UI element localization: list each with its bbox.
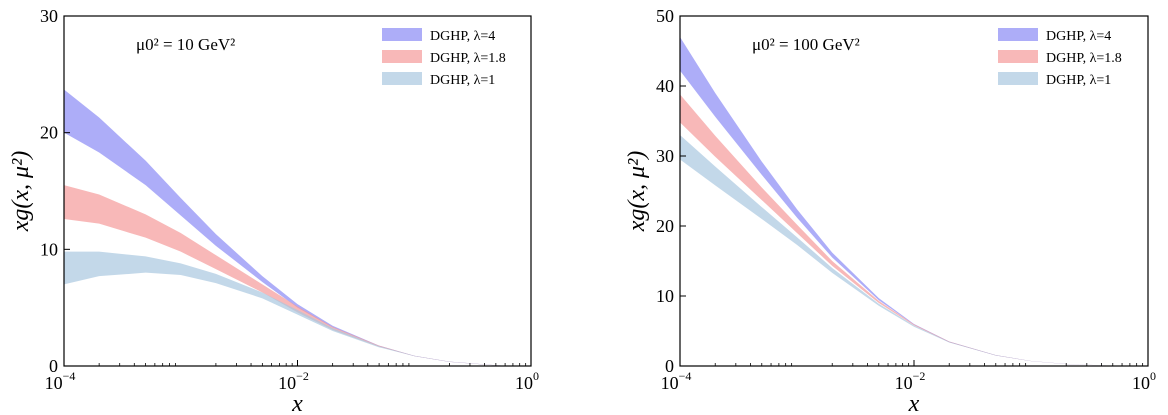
x-tick-label: 10−2 [278, 369, 309, 393]
legend-label: DGHP, λ=4 [430, 29, 495, 44]
x-tick-label: 10−4 [45, 369, 76, 393]
legend-label: DGHP, λ=1 [430, 73, 495, 88]
y-tick-label: 50 [656, 6, 674, 26]
chart-panel-1: 0 10 20 30 10−4 10−2 100 x xg(x, μ²) μ0² = 10 GeV… [8, 6, 539, 415]
x-axis-label: x [908, 391, 920, 415]
legend-label: DGHP, λ=4 [1046, 29, 1111, 44]
y-tick-label: 0 [49, 356, 58, 376]
legend-swatch [382, 28, 422, 41]
y-tick-label: 40 [656, 76, 674, 96]
plot-frame [679, 15, 1149, 367]
legend-swatch [998, 50, 1038, 63]
x-tick-label: 100 [515, 369, 539, 393]
scale-annotation: μ0² = 10 GeV² [136, 35, 235, 54]
x-axis-label: x [291, 391, 303, 415]
y-axis-label: xg(x, μ²) [624, 151, 650, 233]
x-tick-label: 10−2 [895, 369, 926, 393]
x-tick-label: 10−4 [661, 369, 692, 393]
band-series-3 [64, 251, 513, 366]
legend-swatch [382, 50, 422, 63]
band-series-3 [680, 135, 1130, 366]
legend-label: DGHP, λ=1 [1046, 73, 1111, 88]
band-series-2 [64, 185, 513, 366]
scale-annotation: μ0² = 100 GeV² [752, 35, 860, 54]
y-axis-label: xg(x, μ²) [8, 151, 34, 233]
y-tick-label: 30 [40, 6, 58, 26]
x-tick-label: 100 [1132, 369, 1156, 393]
y-tick-label: 0 [665, 356, 674, 376]
y-tick-label: 20 [40, 123, 58, 143]
y-tick-label: 30 [656, 146, 674, 166]
band-series-2 [680, 94, 1130, 367]
legend-swatch [998, 28, 1038, 41]
legend-swatch [998, 72, 1038, 85]
legend-label: DGHP, λ=1.8 [430, 51, 506, 66]
chart-panel-2: 0 10 20 30 40 50 10−4 10−2 100 x xg(x, μ²) μ0² = 10… [624, 6, 1156, 415]
legend-label: DGHP, λ=1.8 [1046, 51, 1122, 66]
y-tick-label: 10 [656, 286, 674, 306]
legend-swatch [382, 72, 422, 85]
y-tick-label: 20 [656, 216, 674, 236]
y-tick-label: 10 [40, 239, 58, 259]
